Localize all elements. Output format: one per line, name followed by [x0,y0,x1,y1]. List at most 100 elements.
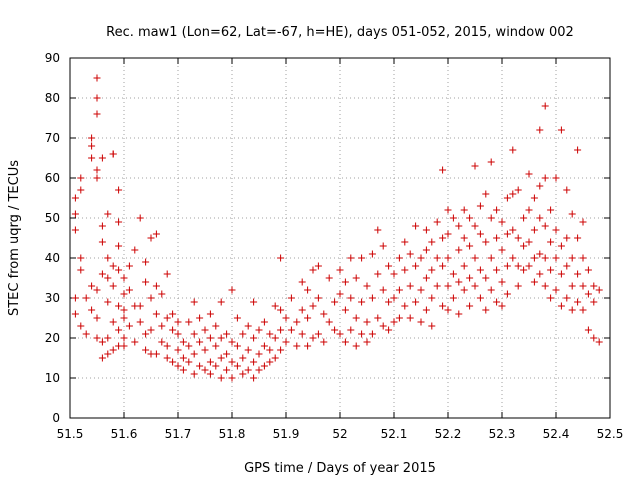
data-point [568,210,576,218]
data-point [131,246,139,254]
data-point [525,262,533,270]
data-point [498,302,506,310]
data-point [212,362,220,370]
data-point [352,274,360,282]
data-point [514,282,522,290]
data-point [449,270,457,278]
data-point [498,218,506,226]
data-point [163,314,171,322]
data-point [93,174,101,182]
data-point [439,262,447,270]
data-point [98,154,106,162]
data-point [120,306,128,314]
data-point [493,298,501,306]
data-point [536,126,544,134]
y-axis-title: STEC from uqrg / TECUs [7,160,22,316]
data-point [525,206,533,214]
data-point [169,310,177,318]
data-point [277,346,285,354]
data-point [563,186,571,194]
data-point [217,298,225,306]
data-point [417,318,425,326]
data-point [509,254,517,262]
data-point [536,182,544,190]
data-point [498,246,506,254]
data-point [520,242,528,250]
data-point [239,330,247,338]
data-point [142,346,150,354]
data-point [412,262,420,270]
data-point [374,226,382,234]
data-point [98,270,106,278]
data-point [363,318,371,326]
data-point [201,366,209,374]
data-point [223,350,231,358]
data-point [104,274,112,282]
data-point [406,314,414,322]
y-tick-label: 70 [45,131,60,145]
data-point [120,290,128,298]
data-point [120,342,128,350]
data-point [260,318,268,326]
x-tick-label: 51.9 [273,427,300,441]
data-point [147,234,155,242]
data-point [206,358,214,366]
data-point [77,254,85,262]
data-point [347,326,355,334]
data-point [88,134,96,142]
data-point [455,222,463,230]
data-point [298,306,306,314]
data-point [422,226,430,234]
data-point [487,286,495,294]
data-point [147,294,155,302]
data-point [190,370,198,378]
grid-lines [70,58,610,418]
data-point [309,334,317,342]
data-point [152,230,160,238]
data-point [201,346,209,354]
data-point [385,262,393,270]
data-point [179,354,187,362]
data-point [82,330,90,338]
data-point [271,302,279,310]
data-point [595,286,603,294]
data-points [71,74,603,382]
data-point [579,282,587,290]
data-point [217,374,225,382]
data-point [590,282,598,290]
data-point [309,302,317,310]
data-point [314,330,322,338]
x-tick-label: 51.8 [219,427,246,441]
data-point [169,358,177,366]
data-point [503,262,511,270]
data-point [422,306,430,314]
data-point [568,282,576,290]
data-point [336,266,344,274]
data-point [71,210,79,218]
y-tick-label: 0 [52,411,60,425]
data-point [368,294,376,302]
data-point [482,190,490,198]
data-point [509,226,517,234]
data-point [115,266,123,274]
data-point [574,298,582,306]
data-point [530,278,538,286]
data-point [98,222,106,230]
data-point [287,326,295,334]
data-point [255,326,263,334]
data-point [584,326,592,334]
data-point [260,342,268,350]
data-point [260,362,268,370]
data-point [541,282,549,290]
data-point [536,214,544,222]
data-point [109,282,117,290]
data-point [93,334,101,342]
data-point [433,254,441,262]
data-point [428,322,436,330]
data-point [304,286,312,294]
data-point [336,330,344,338]
data-point [536,270,544,278]
data-point [293,342,301,350]
data-point [293,318,301,326]
data-point [179,338,187,346]
